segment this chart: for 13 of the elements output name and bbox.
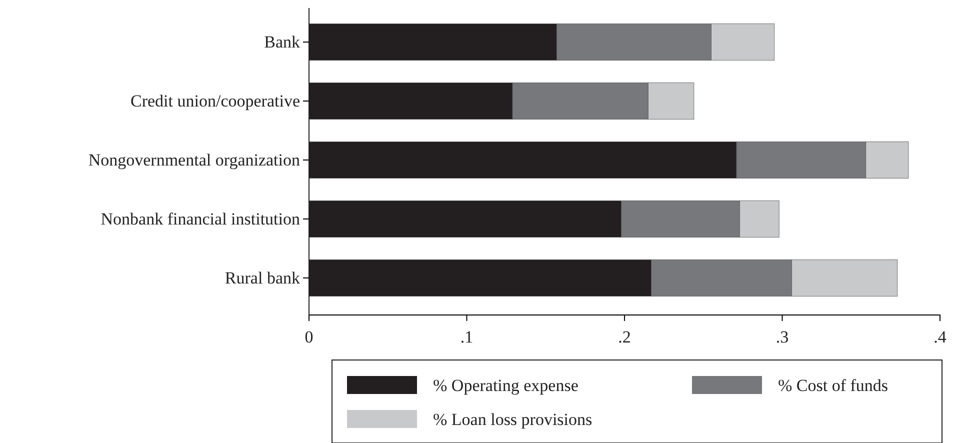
y-tick-label: Credit union/cooperative xyxy=(130,91,300,110)
x-tick-label: .1 xyxy=(460,328,474,347)
x-tick-label: 0 xyxy=(304,328,314,347)
y-tick-label: Bank xyxy=(264,32,300,52)
y-tick-label: Rural bank xyxy=(224,268,300,288)
x-tick-label: .3 xyxy=(776,328,789,347)
y-tick-label: Nongovernmental organization xyxy=(88,150,300,170)
legend-label: % Loan loss provisions xyxy=(433,410,592,429)
x-tick-label: .4 xyxy=(934,328,947,347)
y-tick-label: Nonbank financial institution xyxy=(100,209,300,228)
legend-label: % Operating expense xyxy=(433,376,578,395)
legend-label: % Cost of funds xyxy=(778,376,888,395)
x-tick-label: .2 xyxy=(618,328,631,347)
